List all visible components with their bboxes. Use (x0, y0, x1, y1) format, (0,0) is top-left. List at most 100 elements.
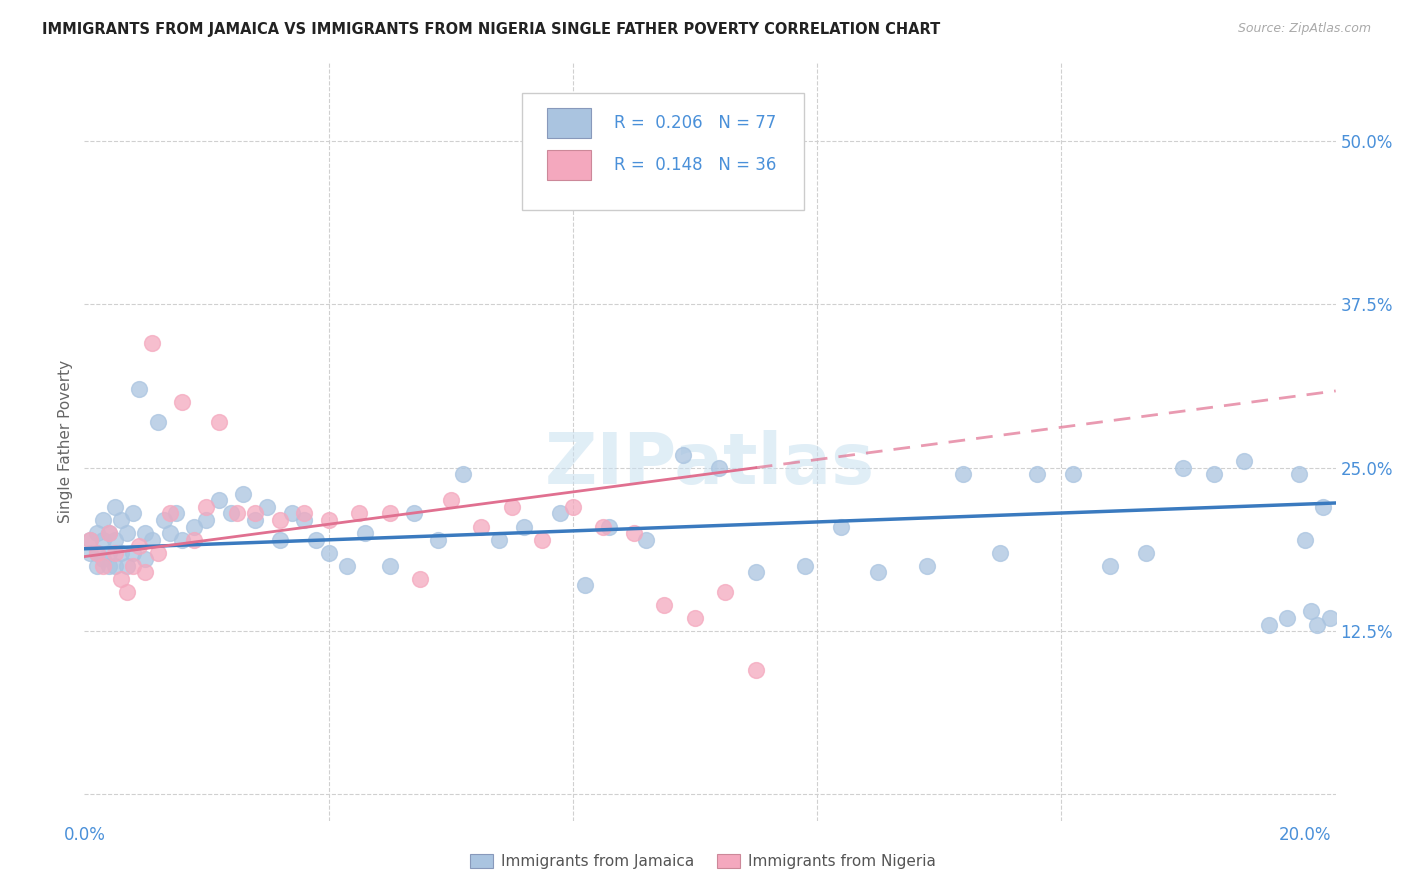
Point (122, 558, 145, 573)
Point (318, 513, 340, 527)
Point (671, 448, 693, 462)
Text: ZIPatlas: ZIPatlas (546, 430, 875, 499)
Point (1171, 460, 1194, 475)
Point (195, 500, 218, 514)
Point (292, 507, 315, 521)
Point (714, 585, 737, 599)
Point (97, 546, 120, 560)
Point (79, 533, 101, 547)
Point (115, 526, 138, 541)
Point (318, 546, 340, 560)
Point (91, 513, 114, 527)
Point (134, 526, 156, 541)
Point (354, 526, 377, 541)
Point (128, 539, 150, 553)
Point (550, 507, 572, 521)
Point (97, 526, 120, 541)
Point (531, 533, 554, 547)
Legend: Immigrants from Jamaica, Immigrants from Nigeria: Immigrants from Jamaica, Immigrants from… (464, 848, 942, 875)
Point (1301, 605, 1323, 619)
Point (183, 533, 205, 547)
Point (915, 558, 938, 573)
Point (159, 507, 181, 521)
Point (1275, 611, 1298, 625)
Point (336, 558, 359, 573)
Point (988, 546, 1011, 560)
Point (104, 546, 127, 560)
Point (104, 558, 127, 573)
Text: Source: ZipAtlas.com: Source: ZipAtlas.com (1237, 22, 1371, 36)
Point (709, 460, 731, 475)
Point (745, 663, 768, 677)
Point (451, 467, 474, 482)
Point (409, 572, 432, 586)
Point (1312, 500, 1334, 514)
Point (347, 507, 370, 521)
Point (195, 513, 218, 527)
Point (208, 493, 231, 508)
Point (146, 546, 169, 560)
Point (1288, 467, 1310, 482)
Point (97, 526, 120, 541)
Point (97, 558, 120, 573)
Point (269, 533, 291, 547)
Point (952, 467, 974, 482)
Point (1062, 467, 1084, 482)
Point (1319, 611, 1341, 625)
Point (598, 519, 620, 533)
Point (159, 526, 181, 541)
Point (134, 566, 156, 580)
Point (501, 500, 523, 514)
Point (292, 513, 315, 527)
Point (146, 415, 169, 429)
Point (652, 598, 675, 612)
Point (378, 558, 401, 573)
Point (122, 507, 145, 521)
Point (86, 546, 108, 560)
Point (256, 500, 278, 514)
Point (830, 519, 852, 533)
Point (141, 336, 163, 351)
Point (1025, 467, 1047, 482)
Point (470, 519, 492, 533)
Text: R =  0.206   N = 77: R = 0.206 N = 77 (613, 114, 776, 132)
Point (141, 533, 163, 547)
Point (115, 585, 138, 599)
Bar (547, 108, 591, 138)
Y-axis label: Single Father Poverty: Single Father Poverty (58, 360, 73, 523)
Point (104, 500, 127, 514)
Point (745, 566, 768, 580)
Point (488, 533, 510, 547)
Point (79, 546, 101, 560)
Bar (547, 150, 591, 180)
Point (427, 533, 450, 547)
Point (592, 519, 614, 533)
Point (86, 526, 108, 541)
Point (1233, 454, 1256, 468)
Point (1257, 617, 1279, 632)
Point (305, 533, 328, 547)
Point (110, 546, 132, 560)
Point (574, 578, 596, 592)
Point (1202, 467, 1225, 482)
Point (378, 507, 401, 521)
FancyBboxPatch shape (523, 93, 804, 211)
Point (1306, 617, 1329, 632)
Point (232, 487, 254, 501)
Point (104, 533, 127, 547)
Point (183, 519, 205, 533)
Point (134, 552, 156, 566)
Point (165, 507, 187, 521)
Point (634, 533, 657, 547)
Point (866, 566, 889, 580)
Point (122, 546, 145, 560)
Point (269, 513, 291, 527)
Point (439, 493, 461, 508)
Point (402, 507, 425, 521)
Point (683, 611, 706, 625)
Point (86, 546, 108, 560)
Point (208, 415, 231, 429)
Point (110, 513, 132, 527)
Point (226, 507, 249, 521)
Point (623, 526, 645, 541)
